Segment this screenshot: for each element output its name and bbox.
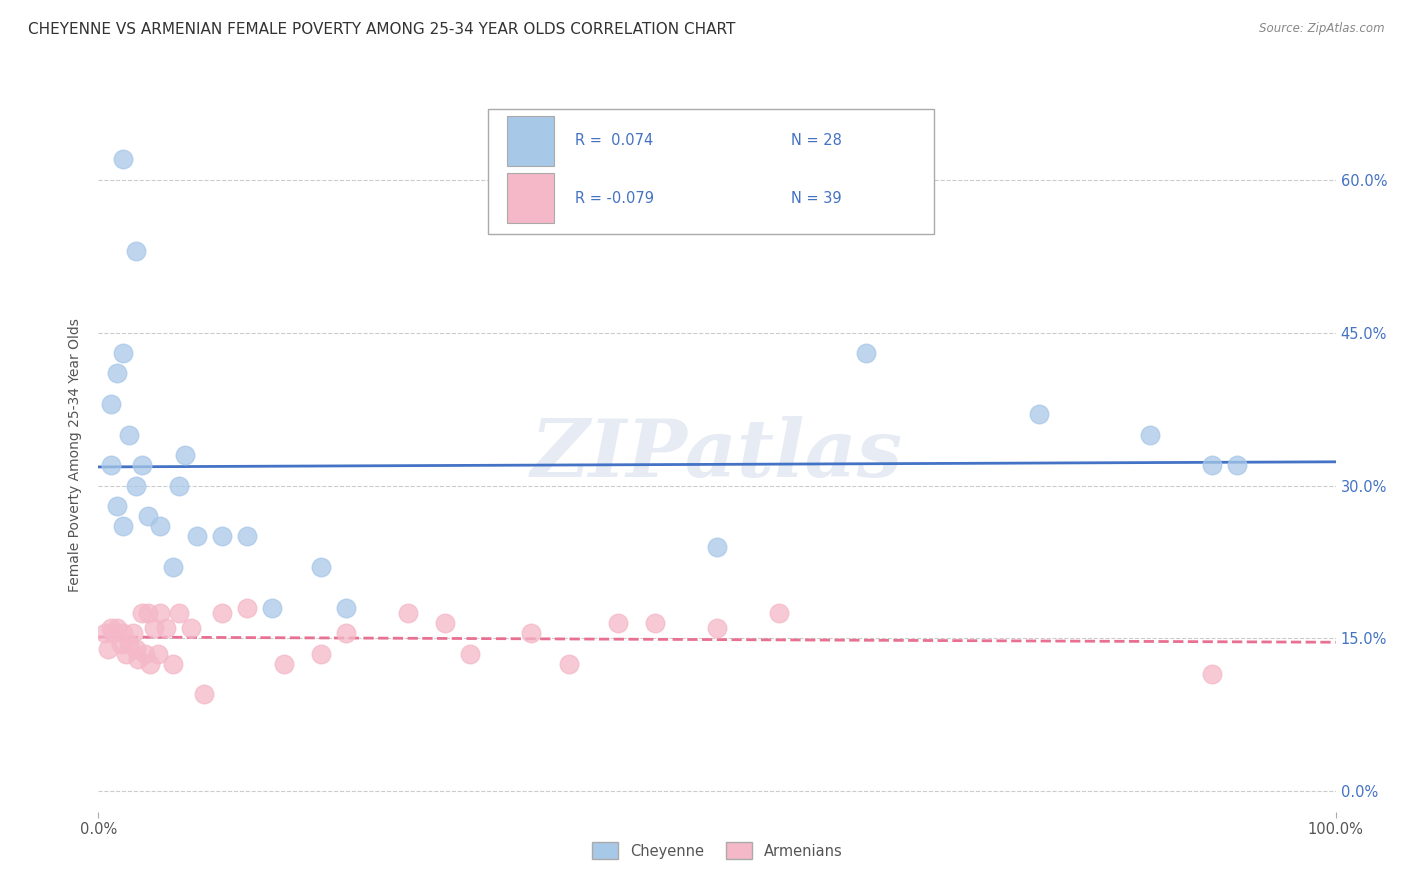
Point bbox=[309, 560, 332, 574]
Text: N = 39: N = 39 bbox=[792, 191, 842, 205]
Point bbox=[335, 600, 357, 615]
Point bbox=[557, 657, 579, 671]
Point bbox=[1226, 458, 1249, 472]
Point bbox=[768, 606, 790, 620]
FancyBboxPatch shape bbox=[488, 109, 934, 234]
Point bbox=[112, 626, 135, 640]
Y-axis label: Female Poverty Among 25-34 Year Olds: Female Poverty Among 25-34 Year Olds bbox=[69, 318, 83, 592]
Point bbox=[110, 636, 132, 650]
FancyBboxPatch shape bbox=[506, 173, 554, 223]
Point bbox=[134, 647, 156, 661]
Point bbox=[136, 606, 159, 620]
Point bbox=[180, 621, 202, 635]
Point bbox=[93, 626, 115, 640]
Text: Source: ZipAtlas.com: Source: ZipAtlas.com bbox=[1260, 22, 1385, 36]
FancyBboxPatch shape bbox=[506, 116, 554, 166]
Point bbox=[114, 647, 136, 661]
Point bbox=[112, 346, 135, 360]
Point bbox=[146, 647, 169, 661]
Point bbox=[433, 616, 456, 631]
Point bbox=[607, 616, 630, 631]
Point bbox=[100, 458, 122, 472]
Point bbox=[309, 647, 332, 661]
Point bbox=[458, 647, 481, 661]
Point bbox=[706, 540, 728, 554]
Text: R = -0.079: R = -0.079 bbox=[575, 191, 654, 205]
Point bbox=[112, 519, 135, 533]
Point bbox=[167, 606, 190, 620]
Point bbox=[1028, 407, 1050, 421]
Text: ZIPatlas: ZIPatlas bbox=[531, 417, 903, 493]
Point bbox=[396, 606, 419, 620]
Point bbox=[236, 600, 259, 615]
Point bbox=[273, 657, 295, 671]
Point bbox=[174, 448, 197, 462]
Point bbox=[105, 367, 128, 381]
Point bbox=[155, 621, 177, 635]
Text: R =  0.074: R = 0.074 bbox=[575, 134, 652, 148]
Point bbox=[335, 626, 357, 640]
Point bbox=[1201, 458, 1223, 472]
Point bbox=[149, 606, 172, 620]
Point bbox=[167, 478, 190, 492]
Point bbox=[260, 600, 283, 615]
Point bbox=[122, 626, 145, 640]
Text: N = 28: N = 28 bbox=[792, 134, 842, 148]
Point bbox=[149, 519, 172, 533]
Point bbox=[1139, 427, 1161, 442]
Point bbox=[131, 458, 153, 472]
Point bbox=[855, 346, 877, 360]
Point bbox=[520, 626, 543, 640]
Text: CHEYENNE VS ARMENIAN FEMALE POVERTY AMONG 25-34 YEAR OLDS CORRELATION CHART: CHEYENNE VS ARMENIAN FEMALE POVERTY AMON… bbox=[28, 22, 735, 37]
Point bbox=[706, 621, 728, 635]
Point bbox=[100, 397, 122, 411]
Point bbox=[139, 657, 162, 671]
Point bbox=[193, 688, 215, 702]
Point bbox=[124, 641, 146, 656]
Point bbox=[118, 427, 141, 442]
Point bbox=[105, 621, 128, 635]
Legend: Cheyenne, Armenians: Cheyenne, Armenians bbox=[586, 837, 848, 865]
Point bbox=[211, 606, 233, 620]
Point bbox=[100, 621, 122, 635]
Point bbox=[162, 560, 184, 574]
Point bbox=[124, 478, 146, 492]
Point bbox=[211, 529, 233, 543]
Point bbox=[131, 606, 153, 620]
Point bbox=[236, 529, 259, 543]
Point bbox=[644, 616, 666, 631]
Point bbox=[143, 621, 166, 635]
Point bbox=[124, 244, 146, 258]
Point bbox=[112, 153, 135, 167]
Point bbox=[103, 626, 125, 640]
Point bbox=[162, 657, 184, 671]
Point bbox=[1201, 667, 1223, 681]
Point bbox=[118, 636, 141, 650]
Point bbox=[97, 641, 120, 656]
Point bbox=[186, 529, 208, 543]
Point bbox=[105, 499, 128, 513]
Point bbox=[127, 652, 149, 666]
Point bbox=[136, 509, 159, 524]
